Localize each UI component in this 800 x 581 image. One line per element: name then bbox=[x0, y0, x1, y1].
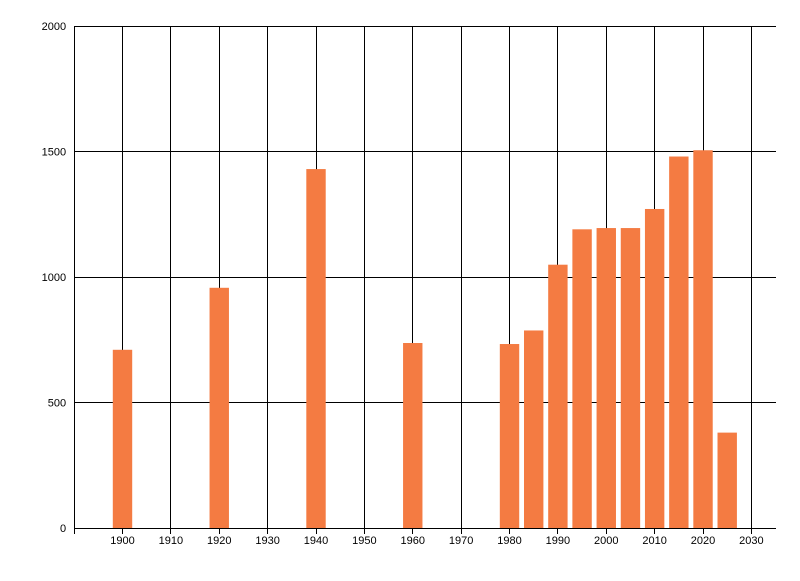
svg-text:0: 0 bbox=[60, 523, 66, 535]
svg-text:1940: 1940 bbox=[304, 535, 328, 547]
svg-text:1970: 1970 bbox=[449, 535, 473, 547]
svg-text:1500: 1500 bbox=[42, 147, 66, 159]
svg-text:1960: 1960 bbox=[401, 535, 425, 547]
svg-text:2030: 2030 bbox=[739, 535, 763, 547]
svg-text:2000: 2000 bbox=[42, 21, 66, 33]
svg-text:1900: 1900 bbox=[110, 535, 134, 547]
svg-text:1910: 1910 bbox=[159, 535, 183, 547]
svg-text:1980: 1980 bbox=[497, 535, 521, 547]
svg-text:1950: 1950 bbox=[352, 535, 376, 547]
svg-text:1990: 1990 bbox=[546, 535, 570, 547]
svg-text:1000: 1000 bbox=[42, 272, 66, 284]
svg-text:2010: 2010 bbox=[642, 535, 666, 547]
svg-text:1930: 1930 bbox=[255, 535, 279, 547]
svg-text:2000: 2000 bbox=[594, 535, 618, 547]
svg-text:500: 500 bbox=[48, 398, 66, 410]
svg-text:1920: 1920 bbox=[207, 535, 231, 547]
svg-text:2020: 2020 bbox=[691, 535, 715, 547]
